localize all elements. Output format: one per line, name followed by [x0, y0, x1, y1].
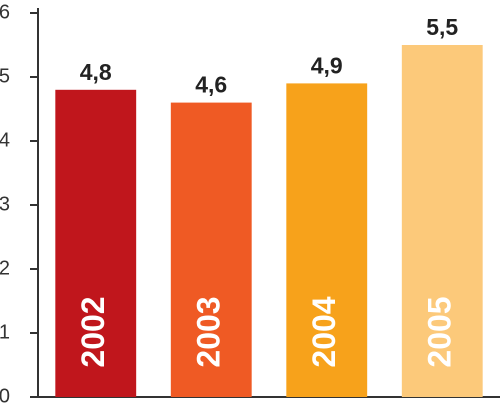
y-tick-label: 3	[0, 193, 10, 215]
value-label: 5,5	[426, 14, 458, 40]
y-tick-label: 0	[0, 385, 10, 407]
category-label: 2002	[75, 296, 111, 367]
value-label: 4,9	[311, 52, 343, 78]
bar	[401, 45, 483, 397]
y-tick-label: 4	[0, 129, 10, 151]
category-label: 2003	[191, 296, 227, 367]
bar	[170, 102, 252, 397]
bar	[286, 83, 368, 398]
value-label: 4,6	[195, 72, 227, 98]
y-tick-label: 6	[0, 1, 10, 23]
category-label: 2004	[306, 296, 342, 367]
bar	[55, 89, 137, 398]
y-tick-label: 1	[0, 321, 10, 343]
category-label: 2005	[422, 296, 458, 367]
value-label: 4,8	[80, 59, 112, 85]
y-tick-label: 5	[0, 65, 10, 87]
y-tick-label: 2	[0, 257, 10, 279]
